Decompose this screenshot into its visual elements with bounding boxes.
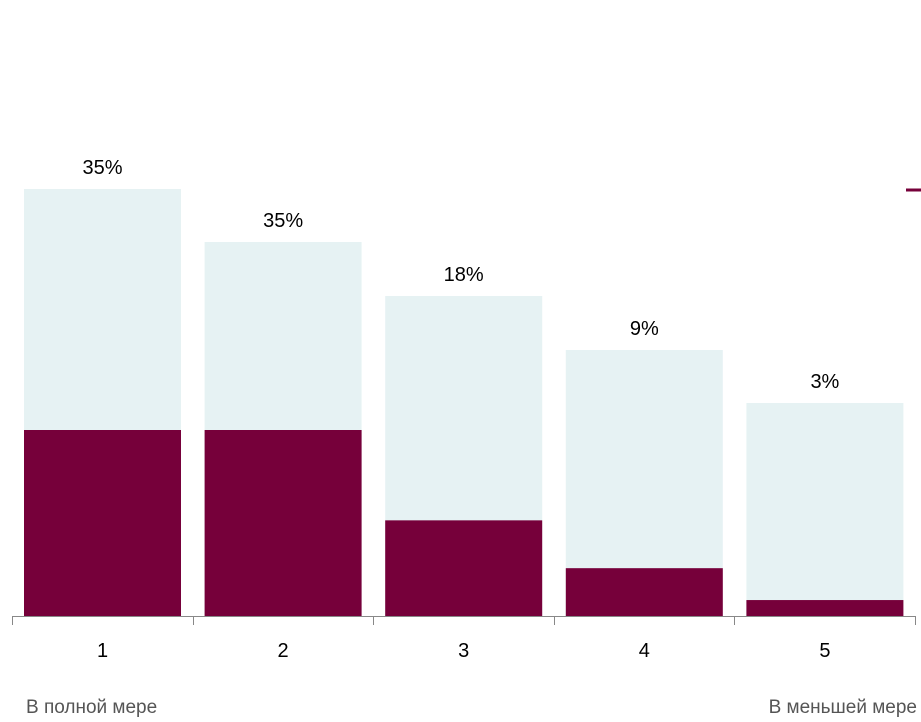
data-label-5: 3% bbox=[810, 371, 839, 393]
scale-right-label: В меньшей мере bbox=[768, 697, 917, 718]
tick-label-5: 5 bbox=[819, 640, 830, 662]
bar-4 bbox=[565, 568, 723, 616]
tick-label-4: 4 bbox=[639, 640, 650, 662]
bar-1 bbox=[24, 430, 181, 616]
tick-label-2: 2 bbox=[278, 640, 289, 662]
x-axis: 1 2 3 4 5 bbox=[12, 616, 916, 662]
bar-background-5 bbox=[746, 403, 904, 616]
tick-label-1: 1 bbox=[97, 640, 108, 662]
bar-2 bbox=[204, 430, 362, 616]
bar-3 bbox=[385, 520, 543, 616]
bars-group: 35% 35% 18% 9% 3% bbox=[24, 157, 904, 616]
tick-label-3: 3 bbox=[458, 640, 469, 662]
bar-5 bbox=[746, 600, 904, 616]
data-label-2: 35% bbox=[263, 210, 303, 232]
data-label-3: 18% bbox=[444, 264, 484, 286]
data-label-1: 35% bbox=[82, 157, 122, 179]
scale-left-label: В полной мере bbox=[26, 697, 158, 718]
data-label-4: 9% bbox=[630, 318, 659, 340]
